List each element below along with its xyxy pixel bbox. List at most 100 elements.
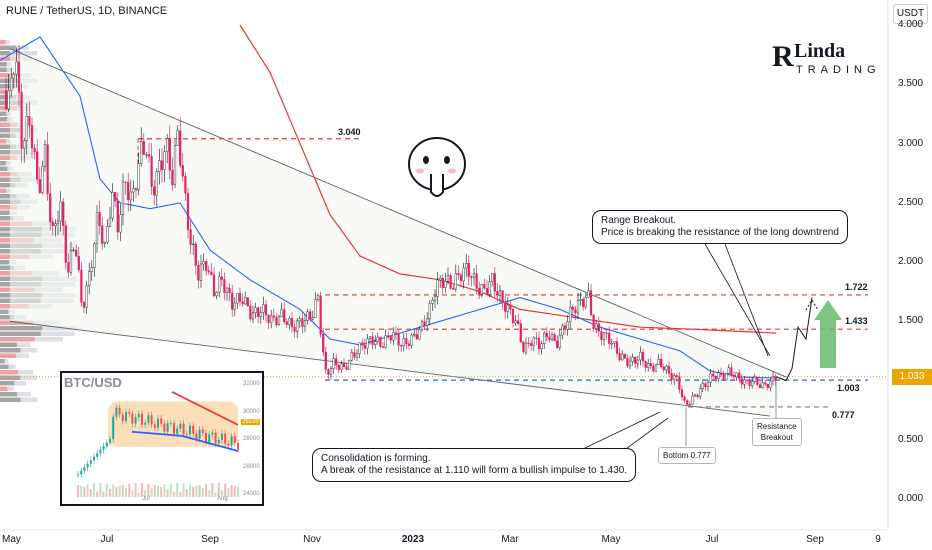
volume-profile-bar [0, 348, 21, 353]
inset-candle-body [185, 434, 188, 435]
candle-body [59, 201, 62, 222]
candle-body [327, 369, 330, 375]
candle-body [62, 201, 65, 226]
candle-body [433, 296, 437, 301]
candle-body [155, 171, 158, 196]
candle-body [212, 274, 216, 297]
inset-candle-body [224, 433, 227, 444]
face-mouth [430, 174, 444, 197]
inset-volume-bar [153, 485, 156, 497]
candle-body [517, 320, 520, 324]
candle-body [41, 166, 44, 193]
candle-body [493, 273, 496, 292]
inset-volume-bar [182, 483, 185, 497]
candle-body [33, 147, 36, 152]
inset-volume-bar [150, 488, 153, 497]
candle-body [680, 389, 684, 398]
candle-body [314, 299, 317, 318]
candle-body [231, 292, 234, 310]
volume-profile-bar [0, 386, 8, 391]
candle-body [439, 277, 442, 281]
candle-body [270, 315, 273, 323]
candle-body [465, 263, 468, 269]
inset-volume-bar [112, 484, 115, 497]
candle-body [485, 288, 489, 295]
volume-profile-bar [0, 45, 16, 50]
inset-y-tick: 24000 [243, 491, 260, 497]
y-axis-tick: 2.000 [898, 256, 924, 267]
volume-profile-bar [0, 188, 7, 193]
inset-volume-bar [214, 492, 217, 497]
face-eye [444, 156, 450, 164]
candle-body [368, 336, 372, 339]
candle-body [475, 273, 478, 289]
label-line: Breakout [760, 433, 793, 442]
inset-volume-bar [217, 483, 220, 497]
candle-body [670, 373, 673, 381]
candle-body [480, 284, 483, 295]
candle-body [163, 151, 166, 170]
candle-body [738, 372, 741, 379]
candle-body [262, 304, 265, 313]
candle-body [582, 299, 585, 308]
candle-body [725, 373, 728, 381]
candle-body [407, 343, 411, 346]
range-breakout-callout: Range Breakout. Price is breaking the re… [592, 210, 848, 244]
candle-body [90, 267, 93, 272]
candle-body [205, 261, 208, 271]
candle-body [30, 125, 34, 149]
candle-body [147, 154, 151, 157]
candle-body [574, 309, 577, 314]
x-axis-tick: 2023 [401, 534, 425, 545]
candle-body [46, 144, 49, 194]
candle-body [550, 334, 554, 340]
inset-volume-bar [77, 485, 79, 497]
candle-body [722, 374, 725, 381]
inset-volume-bar [131, 490, 134, 497]
candle-body [116, 200, 119, 233]
x-axis-tick: Jul [705, 534, 719, 545]
candle-body [753, 376, 756, 382]
volume-profile-bar [0, 216, 14, 221]
volume-profile-bar [0, 62, 7, 67]
candle-body [72, 249, 75, 252]
candle-body [584, 297, 587, 308]
volume-profile-bar [0, 381, 15, 386]
volume-profile-bar [0, 117, 8, 122]
candle-body [426, 318, 429, 326]
candle-body [488, 281, 491, 295]
inset-x-tick: Jul [142, 496, 150, 502]
candle-body [457, 273, 460, 276]
candle-body [95, 212, 99, 244]
candle-body [82, 302, 86, 308]
candle-body [579, 299, 582, 301]
candle-body [472, 273, 476, 278]
candle-body [699, 388, 702, 397]
candle-body [15, 61, 18, 75]
candle-body [210, 271, 213, 276]
inset-candle-body [109, 439, 111, 443]
candle-body [379, 336, 382, 347]
candle-body [532, 337, 535, 346]
candle-body [764, 382, 767, 385]
y-axis-tick: 0.000 [898, 493, 924, 504]
label-line: Resistance [757, 422, 797, 431]
inset-y-tick: 30000 [243, 408, 260, 415]
candle-body [491, 273, 494, 283]
level-label: 1.722 [845, 281, 868, 292]
inset-volume-bar [83, 486, 86, 497]
volume-profile-bar [0, 89, 6, 94]
candle-body [600, 331, 603, 340]
candle-body [309, 311, 312, 320]
volume-profile-bar [0, 144, 17, 149]
level-label: 1.433 [845, 316, 868, 327]
candle-body [88, 271, 91, 287]
candle-body [51, 221, 54, 226]
candle-body [413, 333, 416, 336]
candle-body [392, 332, 395, 341]
currency-button[interactable]: USDT [893, 4, 928, 24]
candle-body [452, 288, 455, 290]
inset-volume-bar [185, 489, 188, 497]
logo-sub: TRADING [796, 64, 881, 76]
